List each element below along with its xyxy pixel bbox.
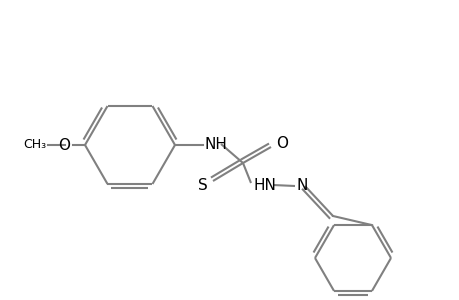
Text: CH₃: CH₃ bbox=[23, 137, 46, 151]
Text: N: N bbox=[297, 178, 308, 193]
Text: O: O bbox=[58, 137, 70, 152]
Text: O: O bbox=[275, 136, 287, 151]
Text: S: S bbox=[198, 178, 207, 193]
Text: HN: HN bbox=[253, 178, 276, 194]
Text: NH: NH bbox=[205, 136, 227, 152]
